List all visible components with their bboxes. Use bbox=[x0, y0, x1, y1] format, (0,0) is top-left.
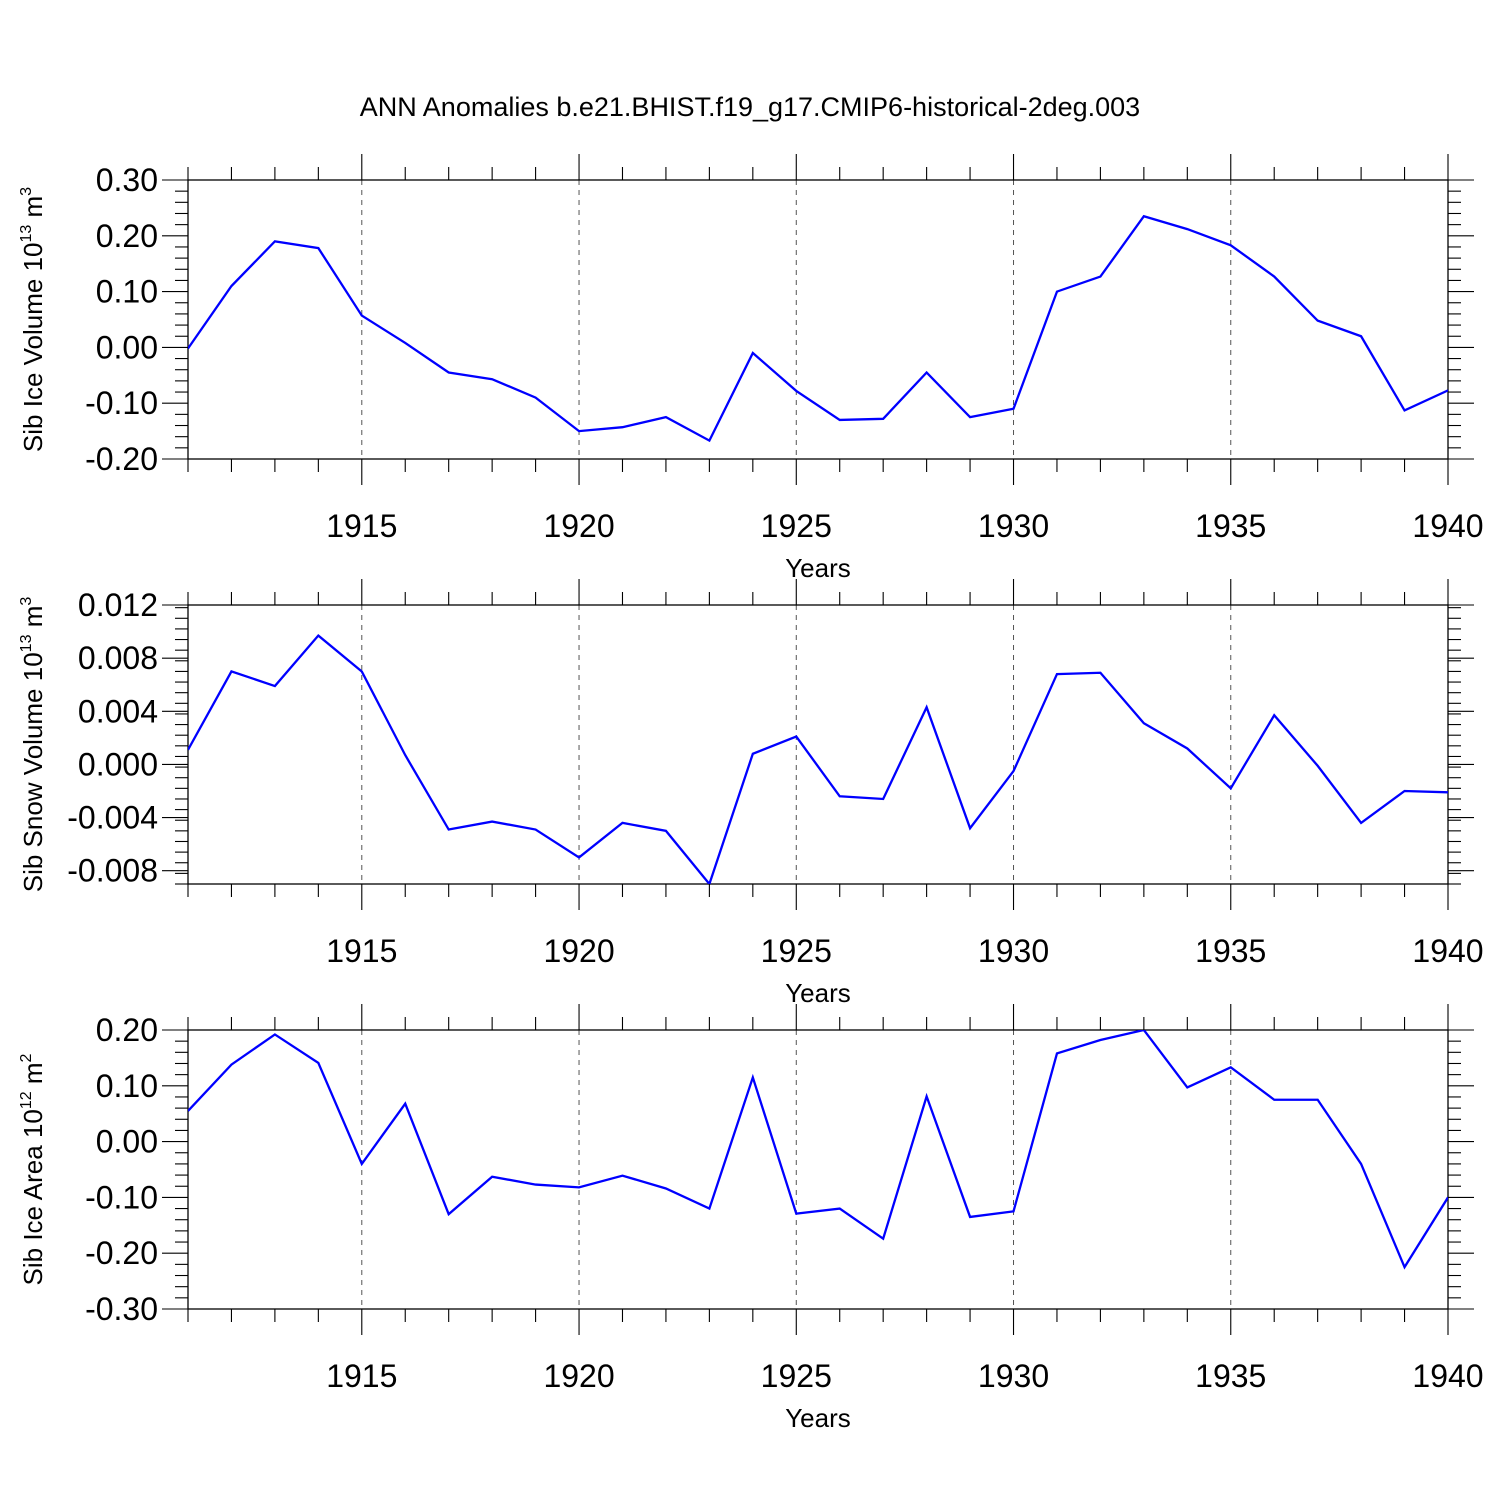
chart-title: ANN Anomalies b.e21.BHIST.f19_g17.CMIP6-… bbox=[360, 92, 1140, 122]
plot-frame bbox=[187, 179, 1449, 460]
x-tick-label: 1920 bbox=[543, 933, 614, 969]
y-tick-label: -0.004 bbox=[67, 800, 158, 836]
series-line bbox=[188, 1030, 1448, 1270]
y-axis-label-text: Sib Ice Area 10 bbox=[18, 1109, 48, 1285]
y-axis-label-unit: m bbox=[18, 196, 48, 225]
x-tick-label: 1940 bbox=[1412, 933, 1483, 969]
series-line bbox=[188, 214, 1448, 443]
y-tick-label: -0.10 bbox=[85, 385, 158, 421]
plot-frame bbox=[187, 1029, 1449, 1310]
x-tick-label: 1930 bbox=[978, 933, 1049, 969]
panel-3: -0.30 -0.20 -0.10 0.00 0.10 0.20 1915 1920 1925 1… bbox=[18, 1004, 1484, 1433]
x-axis-label: Years bbox=[785, 1403, 851, 1433]
y-axis-label: Sib Ice Volume 1013 m3 bbox=[18, 187, 48, 452]
y-tick-label: 0.000 bbox=[78, 746, 158, 782]
x-tick-label: 1925 bbox=[761, 508, 832, 544]
x-tick-label: 1915 bbox=[326, 1358, 397, 1394]
y-tick-label: 0.008 bbox=[78, 640, 158, 676]
x-axis-label: Years bbox=[785, 553, 851, 583]
y-axis-label-unit-exponent: 2 bbox=[18, 1053, 35, 1062]
y-axis-label-text: Sib Snow Volume 10 bbox=[18, 652, 48, 892]
y-tick-label: 0.00 bbox=[96, 1124, 158, 1160]
y-axis-label-exponent: 13 bbox=[18, 225, 35, 243]
x-tick-label: 1930 bbox=[978, 1358, 1049, 1394]
y-tick-label: 0.004 bbox=[78, 693, 158, 729]
x-tick-label: 1940 bbox=[1412, 508, 1483, 544]
x-tick-label: 1920 bbox=[543, 508, 614, 544]
y-axis-label-text: Sib Ice Volume 10 bbox=[18, 243, 48, 453]
y-tick-label: 0.10 bbox=[96, 1068, 158, 1104]
y-axis-label: Sib Ice Area 1012 m2 bbox=[18, 1053, 48, 1285]
chart-panels: -0.20 -0.10 0.00 0.10 0.20 0.30 1915 1920 1925 19… bbox=[18, 154, 1484, 1433]
y-tick-label: 0.012 bbox=[78, 587, 158, 623]
y-axis-label-exponent: 12 bbox=[18, 1091, 35, 1109]
x-tick-label: 1920 bbox=[543, 1358, 614, 1394]
y-axis-label-unit: m bbox=[18, 1062, 48, 1091]
x-tick-label: 1930 bbox=[978, 508, 1049, 544]
x-tick-label: 1935 bbox=[1195, 1358, 1266, 1394]
panel-1: -0.20 -0.10 0.00 0.10 0.20 0.30 1915 1920 1925 19… bbox=[18, 154, 1484, 583]
y-tick-label: -0.20 bbox=[85, 1235, 158, 1271]
y-tick-label: -0.30 bbox=[85, 1291, 158, 1327]
x-tick-label: 1925 bbox=[761, 1358, 832, 1394]
y-tick-label: 0.30 bbox=[96, 162, 158, 198]
panel-2: -0.008 -0.004 0.000 0.004 0.008 0.012 1915 1920… bbox=[18, 579, 1484, 1008]
y-axis-label-unit: m bbox=[18, 606, 48, 635]
y-tick-label: 0.00 bbox=[96, 329, 158, 365]
y-tick-label: -0.20 bbox=[85, 441, 158, 477]
y-axis-label-exponent: 13 bbox=[18, 634, 35, 652]
x-axis-label: Years bbox=[785, 978, 851, 1008]
x-tick-label: 1935 bbox=[1195, 508, 1266, 544]
y-tick-label: -0.008 bbox=[67, 853, 158, 889]
x-tick-label: 1925 bbox=[761, 933, 832, 969]
y-tick-label: 0.20 bbox=[96, 1012, 158, 1048]
y-axis-label-unit-exponent: 3 bbox=[18, 597, 35, 606]
y-axis-label: Sib Snow Volume 1013 m3 bbox=[18, 597, 48, 893]
y-tick-label: -0.10 bbox=[85, 1179, 158, 1215]
x-tick-label: 1915 bbox=[326, 933, 397, 969]
y-tick-label: 0.10 bbox=[96, 274, 158, 310]
y-tick-label: 0.20 bbox=[96, 218, 158, 254]
x-tick-label: 1935 bbox=[1195, 933, 1266, 969]
y-axis-label-unit-exponent: 3 bbox=[18, 187, 35, 196]
x-tick-label: 1940 bbox=[1412, 1358, 1483, 1394]
plot-frame bbox=[187, 604, 1449, 885]
series-line bbox=[188, 633, 1448, 884]
x-tick-label: 1915 bbox=[326, 508, 397, 544]
